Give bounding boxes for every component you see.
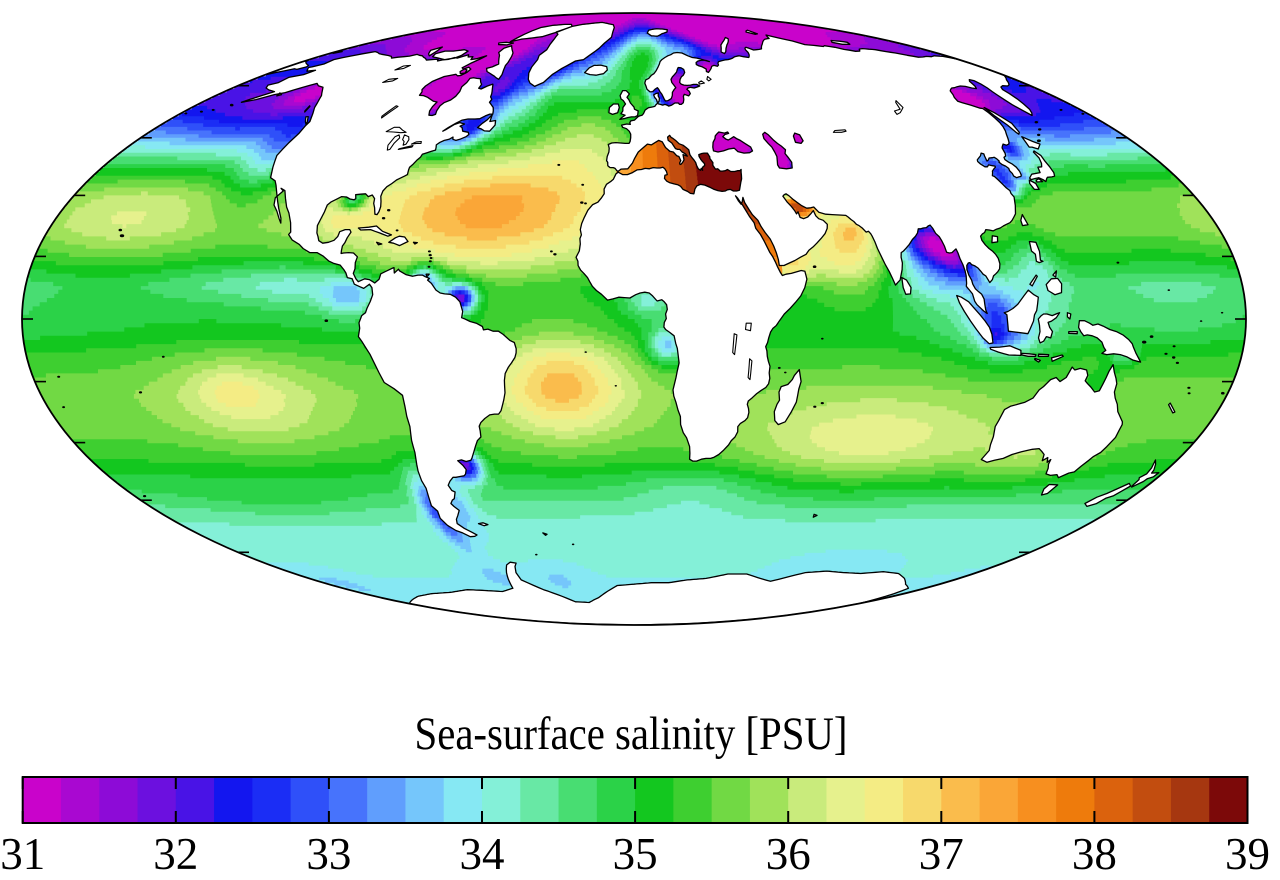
svg-text:38: 38 — [1072, 829, 1117, 879]
svg-text:33: 33 — [306, 829, 351, 879]
svg-text:36: 36 — [766, 829, 811, 879]
svg-text:37: 37 — [919, 829, 964, 879]
svg-text:39: 39 — [1225, 829, 1270, 879]
svg-text:32: 32 — [153, 829, 198, 879]
svg-text:35: 35 — [613, 829, 658, 879]
svg-text:34: 34 — [460, 829, 505, 879]
svg-text:Sea-surface salinity [PSU]: Sea-surface salinity [PSU] — [415, 708, 848, 760]
svg-text:31: 31 — [0, 829, 45, 879]
